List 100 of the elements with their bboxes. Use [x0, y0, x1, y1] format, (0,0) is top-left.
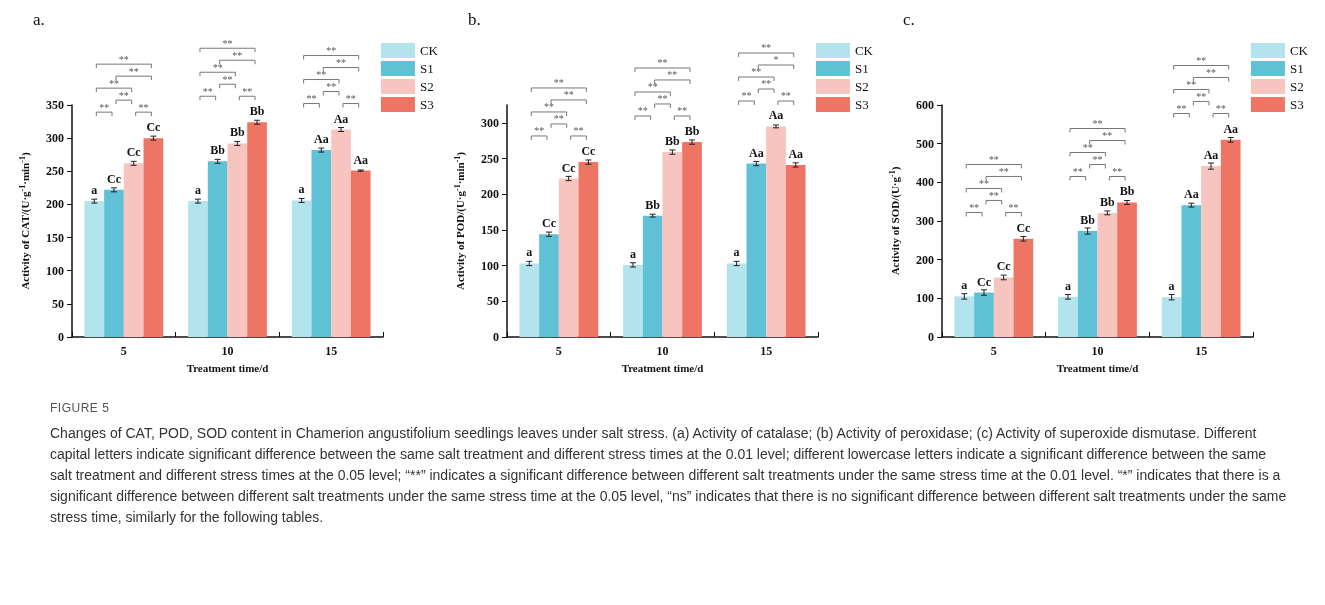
- y-tick-label: 100: [481, 258, 499, 273]
- data-label: Bb: [665, 134, 681, 149]
- text: **: [780, 90, 791, 102]
- bar: [1161, 297, 1182, 337]
- text: **: [128, 65, 139, 77]
- y-tick-label: 100: [916, 291, 934, 306]
- bar: [227, 143, 248, 337]
- text: **: [118, 53, 129, 65]
- bar: [682, 142, 702, 337]
- text: **: [118, 89, 129, 101]
- x-tick-label: 15: [760, 344, 773, 358]
- text: **: [667, 69, 678, 81]
- bar: [1181, 205, 1202, 337]
- data-label: Aa: [353, 152, 369, 167]
- data-label: Bb: [230, 125, 246, 140]
- bar: [623, 264, 643, 337]
- legend-label: S1: [854, 61, 869, 76]
- annotation: **: [1092, 118, 1103, 130]
- data-label: Aa: [313, 132, 329, 147]
- data-label: a: [1064, 278, 1071, 293]
- y-tick-label: 350: [46, 98, 64, 112]
- annotation: **: [99, 101, 110, 113]
- annotation: **: [1112, 166, 1123, 178]
- bar: [1058, 296, 1078, 337]
- text: **: [222, 73, 233, 85]
- bar: [519, 263, 540, 337]
- text: **: [741, 90, 752, 102]
- data-label: Aa: [1183, 187, 1199, 202]
- bar: [766, 126, 786, 337]
- data-label: Aa: [788, 146, 804, 161]
- y-tick-label: 200: [916, 252, 934, 267]
- text: **: [326, 81, 337, 93]
- y-tick-label: 500: [916, 136, 934, 151]
- legend-label: S3: [419, 97, 434, 112]
- bar: [726, 263, 747, 337]
- data-label: a: [733, 245, 740, 260]
- x-axis-title: Treatment time/d: [186, 361, 269, 374]
- annotation: **: [1215, 102, 1226, 114]
- data-label: Cc: [996, 259, 1012, 274]
- text: **: [761, 78, 772, 90]
- bar: [785, 164, 806, 337]
- annotation: **: [1102, 130, 1113, 142]
- legend-label: S3: [854, 97, 869, 112]
- bar: [291, 200, 312, 337]
- y-tick-label: 200: [46, 197, 64, 212]
- legend-label: S1: [1289, 61, 1304, 76]
- annotation: **: [1072, 166, 1083, 178]
- bar: [143, 138, 164, 337]
- bar: [558, 178, 579, 337]
- bar: [1097, 212, 1118, 337]
- annotation: **: [637, 105, 648, 117]
- annotation: **: [998, 165, 1009, 177]
- legend-label: S1: [419, 61, 434, 76]
- text: **: [553, 77, 564, 89]
- bar: [331, 129, 351, 337]
- x-tick-label: 10: [1091, 344, 1104, 358]
- y-tick-label: 250: [481, 151, 499, 166]
- data-label: a: [91, 183, 98, 198]
- annotation: **: [534, 125, 545, 137]
- x-axis-title: Treatment time/d: [621, 361, 704, 374]
- data-label: Cc: [1016, 220, 1032, 235]
- data-label: a: [298, 182, 305, 197]
- text: **: [336, 57, 347, 69]
- annotation: **: [969, 201, 980, 213]
- text: **: [1196, 54, 1207, 66]
- y-tick-label: 600: [916, 98, 934, 112]
- y-tick-label: 300: [481, 115, 499, 130]
- text: **: [761, 42, 772, 54]
- bar: [104, 189, 124, 337]
- data-label: Bb: [249, 104, 265, 119]
- data-label: Aa: [748, 145, 764, 160]
- data-label: Bb: [210, 143, 226, 158]
- data-label: Aa: [768, 108, 784, 123]
- x-tick-label: 10: [221, 344, 234, 358]
- data-label: Bb: [1119, 184, 1135, 199]
- chart-title: b.: [468, 10, 481, 29]
- legend-label: CK: [1289, 43, 1309, 58]
- bar: [1013, 238, 1034, 337]
- x-tick-label: 15: [1195, 344, 1208, 358]
- data-label: Aa: [1203, 148, 1219, 163]
- text: **: [222, 37, 233, 49]
- data-label: Bb: [645, 197, 661, 212]
- data-label: a: [526, 245, 533, 260]
- bar: [1077, 231, 1098, 337]
- x-tick-label: 5: [555, 344, 562, 358]
- annotation: **: [1092, 154, 1103, 166]
- text: **: [108, 77, 119, 89]
- data-label: Aa: [1223, 121, 1239, 136]
- data-label: Cc: [581, 144, 597, 159]
- text: **: [212, 61, 223, 73]
- chart-title: a.: [33, 10, 45, 29]
- y-tick-label: 50: [487, 294, 499, 309]
- text: **: [1186, 78, 1197, 90]
- y-tick-label: 100: [46, 263, 64, 278]
- data-label: a: [1168, 279, 1175, 294]
- text: **: [563, 89, 574, 101]
- text: **: [326, 45, 337, 57]
- chart-title: c.: [903, 10, 915, 29]
- legend-label: CK: [854, 43, 874, 58]
- y-tick-label: 250: [46, 164, 64, 179]
